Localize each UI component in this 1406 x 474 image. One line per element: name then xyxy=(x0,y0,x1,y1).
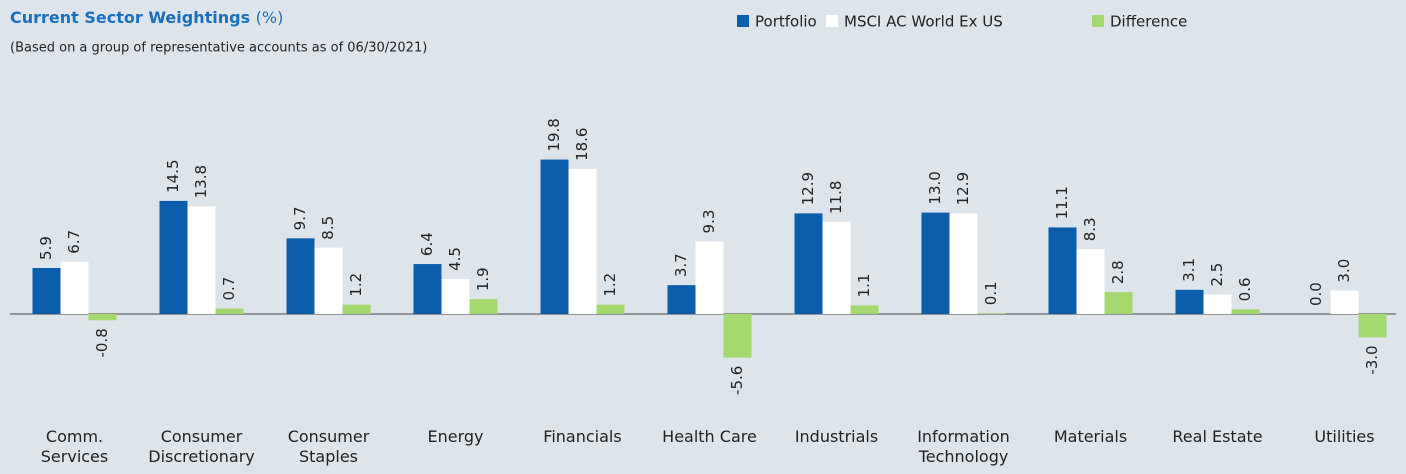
bar xyxy=(441,278,470,314)
value-label: -5.6 xyxy=(728,366,746,395)
bar xyxy=(32,267,61,314)
value-label: -0.8 xyxy=(93,328,111,357)
value-label: 18.6 xyxy=(573,128,591,161)
bar xyxy=(159,200,188,314)
bar xyxy=(1203,294,1232,314)
legend-label: Portfolio xyxy=(755,13,817,31)
value-label: 0.0 xyxy=(1307,282,1325,306)
value-label: 1.1 xyxy=(855,274,873,298)
legend-swatch xyxy=(737,15,749,27)
x-tick-label: Materials xyxy=(1053,427,1128,446)
title-suffix: (%) xyxy=(256,8,284,27)
bar xyxy=(1104,292,1133,314)
value-label: -3.0 xyxy=(1363,345,1381,374)
x-tick-label: Comm. Services xyxy=(40,427,109,466)
bar xyxy=(822,221,851,314)
value-label: 3.0 xyxy=(1335,259,1353,283)
bar xyxy=(215,308,244,314)
bar xyxy=(850,305,879,314)
x-tick-label: Health Care xyxy=(662,427,757,446)
bar xyxy=(413,264,442,314)
bar xyxy=(1231,309,1260,314)
bar xyxy=(1076,249,1105,314)
bar xyxy=(88,314,117,321)
bar xyxy=(187,206,216,314)
chart-title: Current Sector Weightings (%) xyxy=(10,8,283,27)
chart-subtitle: (Based on a group of representative acco… xyxy=(10,41,427,56)
value-label: 0.6 xyxy=(1236,277,1254,301)
value-label: 1.2 xyxy=(347,273,365,297)
value-label: 0.7 xyxy=(220,277,238,301)
value-label: 13.8 xyxy=(192,165,210,198)
bar xyxy=(921,212,950,314)
bar xyxy=(695,241,724,314)
value-label: 12.9 xyxy=(954,172,972,205)
bar xyxy=(286,238,315,314)
value-label: 2.5 xyxy=(1208,263,1226,287)
value-label: 0.1 xyxy=(982,281,1000,305)
value-label: 6.7 xyxy=(65,230,83,254)
value-label: 12.9 xyxy=(799,172,817,205)
bar xyxy=(977,313,1006,314)
x-tick-label: Financials xyxy=(543,427,622,446)
bar xyxy=(568,168,597,314)
value-label: 5.9 xyxy=(37,236,55,260)
bar xyxy=(794,213,823,314)
bar xyxy=(1358,314,1387,338)
value-label: 2.8 xyxy=(1109,260,1127,284)
value-label: 13.0 xyxy=(926,171,944,204)
value-label: 4.5 xyxy=(446,247,464,271)
x-tick-label: Consumer Discretionary xyxy=(148,427,255,466)
x-tick-label: Consumer Staples xyxy=(287,427,370,466)
bar xyxy=(667,285,696,314)
value-label: 9.7 xyxy=(291,206,309,230)
bar xyxy=(60,261,89,314)
bar xyxy=(949,213,978,314)
value-label: 8.3 xyxy=(1081,217,1099,241)
value-label: 14.5 xyxy=(164,159,182,192)
value-label: 1.2 xyxy=(601,273,619,297)
x-tick-label: Energy xyxy=(427,427,484,446)
x-tick-label: Real Estate xyxy=(1172,427,1263,446)
bar xyxy=(540,159,569,314)
legend-swatch xyxy=(1092,15,1104,27)
x-tick-label: Utilities xyxy=(1314,427,1375,446)
value-label: 1.9 xyxy=(474,267,492,291)
bar xyxy=(723,314,752,358)
bar xyxy=(1330,290,1359,314)
x-tick-label: Industrials xyxy=(794,427,879,446)
bar xyxy=(314,247,343,314)
title-main: Current Sector Weightings xyxy=(10,8,250,27)
value-label: 11.1 xyxy=(1053,186,1071,219)
legend-swatch xyxy=(826,15,838,27)
value-label: 3.1 xyxy=(1180,258,1198,282)
legend-label: MSCI AC World Ex US xyxy=(844,13,1003,31)
bar xyxy=(1175,289,1204,314)
bar xyxy=(596,304,625,314)
bar xyxy=(342,304,371,314)
bar xyxy=(1048,227,1077,314)
value-label: 6.4 xyxy=(418,232,436,256)
x-tick-label: Information Technology xyxy=(917,427,1010,466)
value-label: 11.8 xyxy=(827,181,845,214)
value-label: 3.7 xyxy=(672,253,690,277)
legend-label: Difference xyxy=(1110,13,1187,31)
value-label: 9.3 xyxy=(700,210,718,234)
value-label: 8.5 xyxy=(319,216,337,240)
bar xyxy=(469,299,498,314)
value-label: 19.8 xyxy=(545,118,563,151)
